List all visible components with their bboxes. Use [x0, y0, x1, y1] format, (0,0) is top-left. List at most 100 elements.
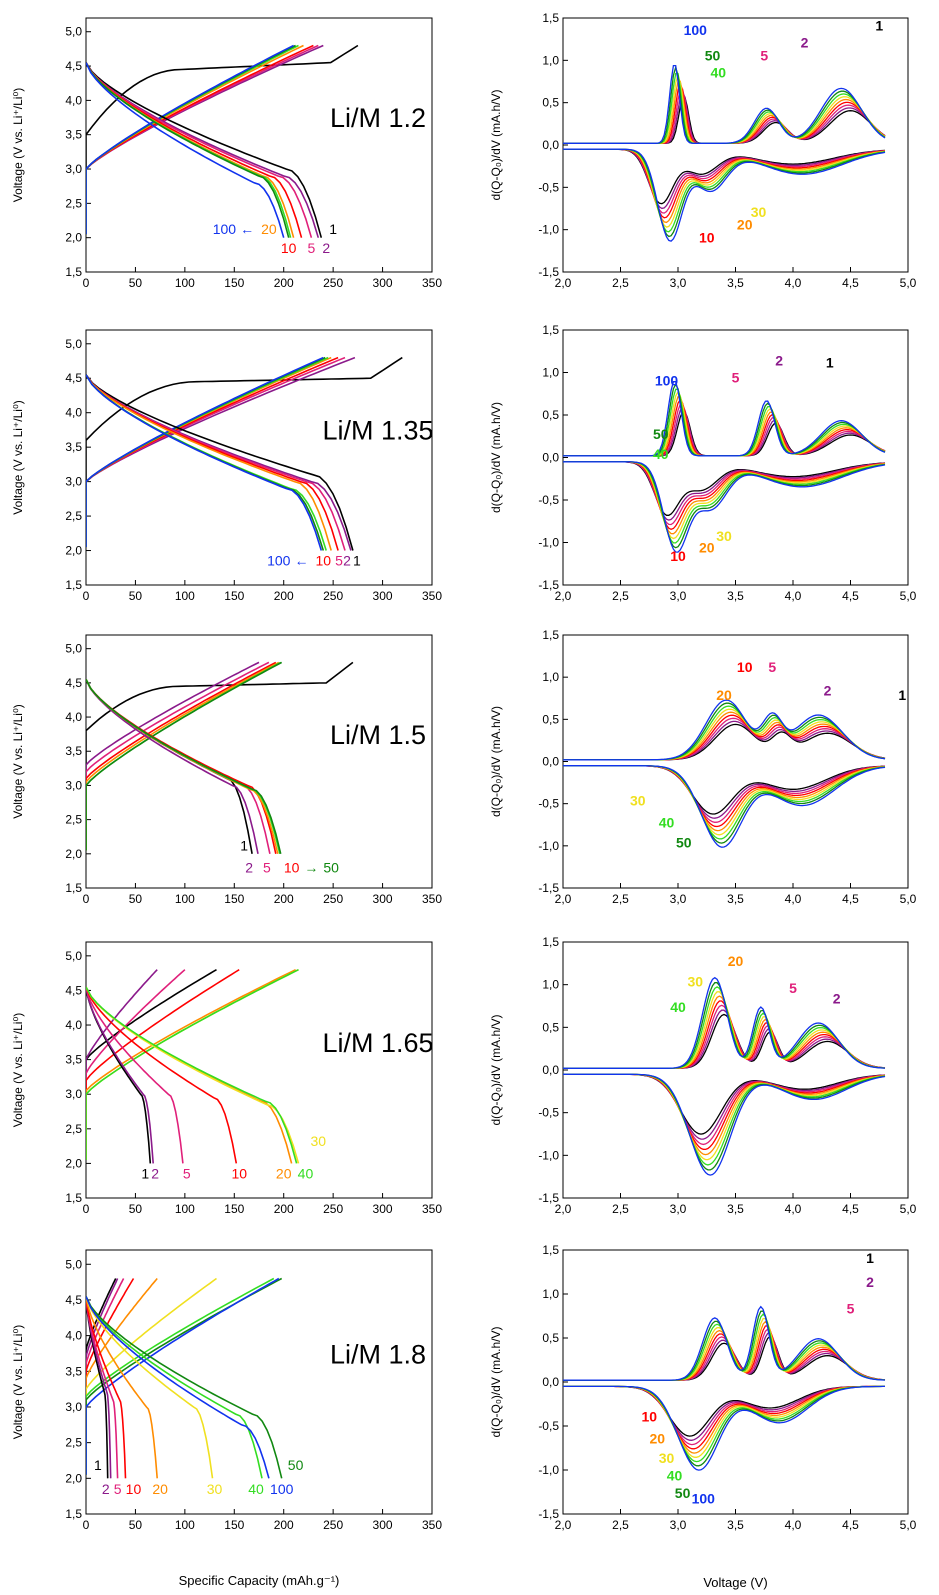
charge-curve-cycle-2 — [86, 44, 324, 235]
x-tick-label: 250 — [323, 1518, 343, 1532]
cycle-label: 5 — [760, 47, 768, 63]
charge-curve-cycle-1 — [86, 1278, 117, 1475]
x-tick-label: 200 — [274, 892, 294, 906]
charge-curve-cycle-40 — [86, 356, 329, 548]
cycle-label: 40 — [659, 814, 675, 830]
curves — [563, 1305, 886, 1471]
cycle-label: 5 — [789, 980, 797, 996]
x-tick-label: 350 — [422, 1202, 442, 1216]
x-tick-label: 4,5 — [842, 1202, 859, 1216]
y-tick-label: 5,0 — [65, 25, 82, 39]
y-tick-label: 2,5 — [65, 813, 82, 827]
discharge-curve-cycle-20 — [86, 1296, 158, 1479]
plot-frame — [562, 329, 909, 586]
y-tick-label: 3,5 — [65, 1053, 82, 1067]
cycle-label: 5 — [847, 1300, 855, 1316]
cycle-label: 30 — [687, 973, 703, 989]
charge-curve-cycle-5 — [86, 356, 346, 548]
x-tick-label: 150 — [224, 1518, 244, 1532]
x-tick-label: 3,5 — [727, 1202, 744, 1216]
x-tick-label: 150 — [224, 276, 244, 290]
dqdv-discharge-cycle-100 — [563, 461, 886, 553]
cycle-label: 100 — [655, 372, 679, 388]
panel-title: Li/M 1.8 — [330, 1340, 426, 1370]
y-tick-label: 3,0 — [65, 778, 82, 792]
discharge-curve-cycle-50 — [86, 374, 325, 551]
y-tick-label: 4,5 — [65, 676, 82, 690]
cycle-label: 30 — [207, 1481, 223, 1497]
y-axis-label: Voltage (V vs. Li⁺/Li⁰) — [11, 88, 25, 203]
discharge-curve-cycle-20 — [86, 62, 295, 238]
cycle-label: 1 — [875, 18, 883, 34]
cycle-label: 50 — [288, 1457, 304, 1473]
cycle-label: 40 — [298, 1166, 314, 1182]
x-tick-label: 250 — [323, 276, 343, 290]
discharge-curve-cycle-40 — [86, 679, 281, 854]
x-axis-label: Voltage (V) — [703, 1575, 767, 1590]
discharge-curve-cycle-20 — [86, 374, 332, 551]
y-tick-label: -1,0 — [538, 223, 559, 237]
cycle-label: 40 — [653, 446, 669, 462]
x-tick-label: 100 — [175, 276, 195, 290]
discharge-curve-cycle-100 — [86, 374, 323, 551]
cycle-label: 100 — [267, 553, 291, 569]
dqdv-discharge-cycle-100 — [563, 148, 886, 242]
y-tick-label: 2,0 — [65, 1471, 82, 1485]
charge-curve-cycle-30 — [86, 1277, 217, 1475]
x-tick-label: 300 — [373, 276, 393, 290]
y-tick-label: 3,0 — [65, 475, 82, 489]
y-tick-label: 4,5 — [65, 59, 82, 73]
dqdv-charge-cycle-10 — [563, 1000, 886, 1069]
panel-title: Li/M 1.2 — [330, 103, 426, 133]
cycle-label: 10 — [315, 553, 331, 569]
y-tick-label: 3,0 — [65, 1400, 82, 1414]
dqdv-charge-cycle-2 — [563, 1332, 886, 1381]
y-tick-label: 1,0 — [542, 1287, 559, 1301]
y-tick-label: 5,0 — [65, 337, 82, 351]
voltage-profile-panel: 0 50 100 150 200 250 300 3501,52,02,53,03,54,04… — [11, 941, 442, 1216]
x-tick-label: 50 — [129, 1202, 143, 1216]
y-tick-label: 0,0 — [542, 1063, 559, 1077]
y-tick-label: -1,5 — [538, 265, 559, 279]
voltage-profile-panel: 0 50 100 150 200 250 300 3501,52,02,53,03,54,04… — [11, 17, 442, 290]
dqdv-charge-cycle-100 — [563, 381, 886, 457]
discharge-curve-cycle-10 — [86, 1296, 127, 1479]
cycle-label: 50 — [653, 426, 669, 442]
x-tick-label: 5,0 — [900, 1202, 917, 1216]
y-tick-label: 1,0 — [542, 978, 559, 992]
plot-frame — [85, 941, 433, 1199]
charge-curve-cycle-50 — [86, 661, 283, 851]
charge-curve-cycle-40 — [86, 968, 299, 1160]
dqdv-charge-cycle-20 — [563, 1320, 886, 1381]
plot-frame — [562, 634, 909, 889]
x-tick-label: 3,0 — [670, 589, 687, 603]
curves — [563, 64, 886, 242]
x-tick-label: 2,0 — [555, 589, 572, 603]
cycle-label: 30 — [311, 1133, 327, 1149]
voltage-profile-panel: 0 50 100 150 200 250 300 3501,52,02,53,03,54,04… — [11, 1249, 442, 1588]
cycle-label: 2 — [833, 990, 841, 1006]
cycle-label: 1 — [866, 1250, 874, 1266]
y-tick-label: 0,0 — [542, 755, 559, 769]
charge-curve-cycle-10 — [86, 969, 240, 1160]
cycle-label: → — [304, 859, 318, 875]
y-tick-label: 1,0 — [542, 670, 559, 684]
charge-curve-cycle-5 — [86, 969, 186, 1160]
y-tick-label: 2,0 — [65, 847, 82, 861]
x-tick-label: 2,0 — [555, 1202, 572, 1216]
cycle-label: 1 — [353, 553, 361, 569]
y-tick-label: 1,5 — [542, 323, 559, 337]
charge-curve-cycle-100 — [86, 44, 294, 235]
cycle-label: 50 — [323, 859, 339, 875]
cycle-label: 20 — [699, 540, 715, 556]
y-tick-label: 2,0 — [65, 544, 82, 558]
cycle-label: 5 — [768, 659, 776, 675]
charge-curve-cycle-2 — [86, 969, 158, 1160]
charge-curve-cycle-50 — [86, 1277, 283, 1475]
x-tick-label: 150 — [224, 892, 244, 906]
x-tick-label: 4,5 — [842, 892, 859, 906]
x-tick-label: 4,0 — [785, 1518, 802, 1532]
y-tick-label: 2,5 — [65, 1122, 82, 1136]
x-tick-label: 4,0 — [785, 892, 802, 906]
